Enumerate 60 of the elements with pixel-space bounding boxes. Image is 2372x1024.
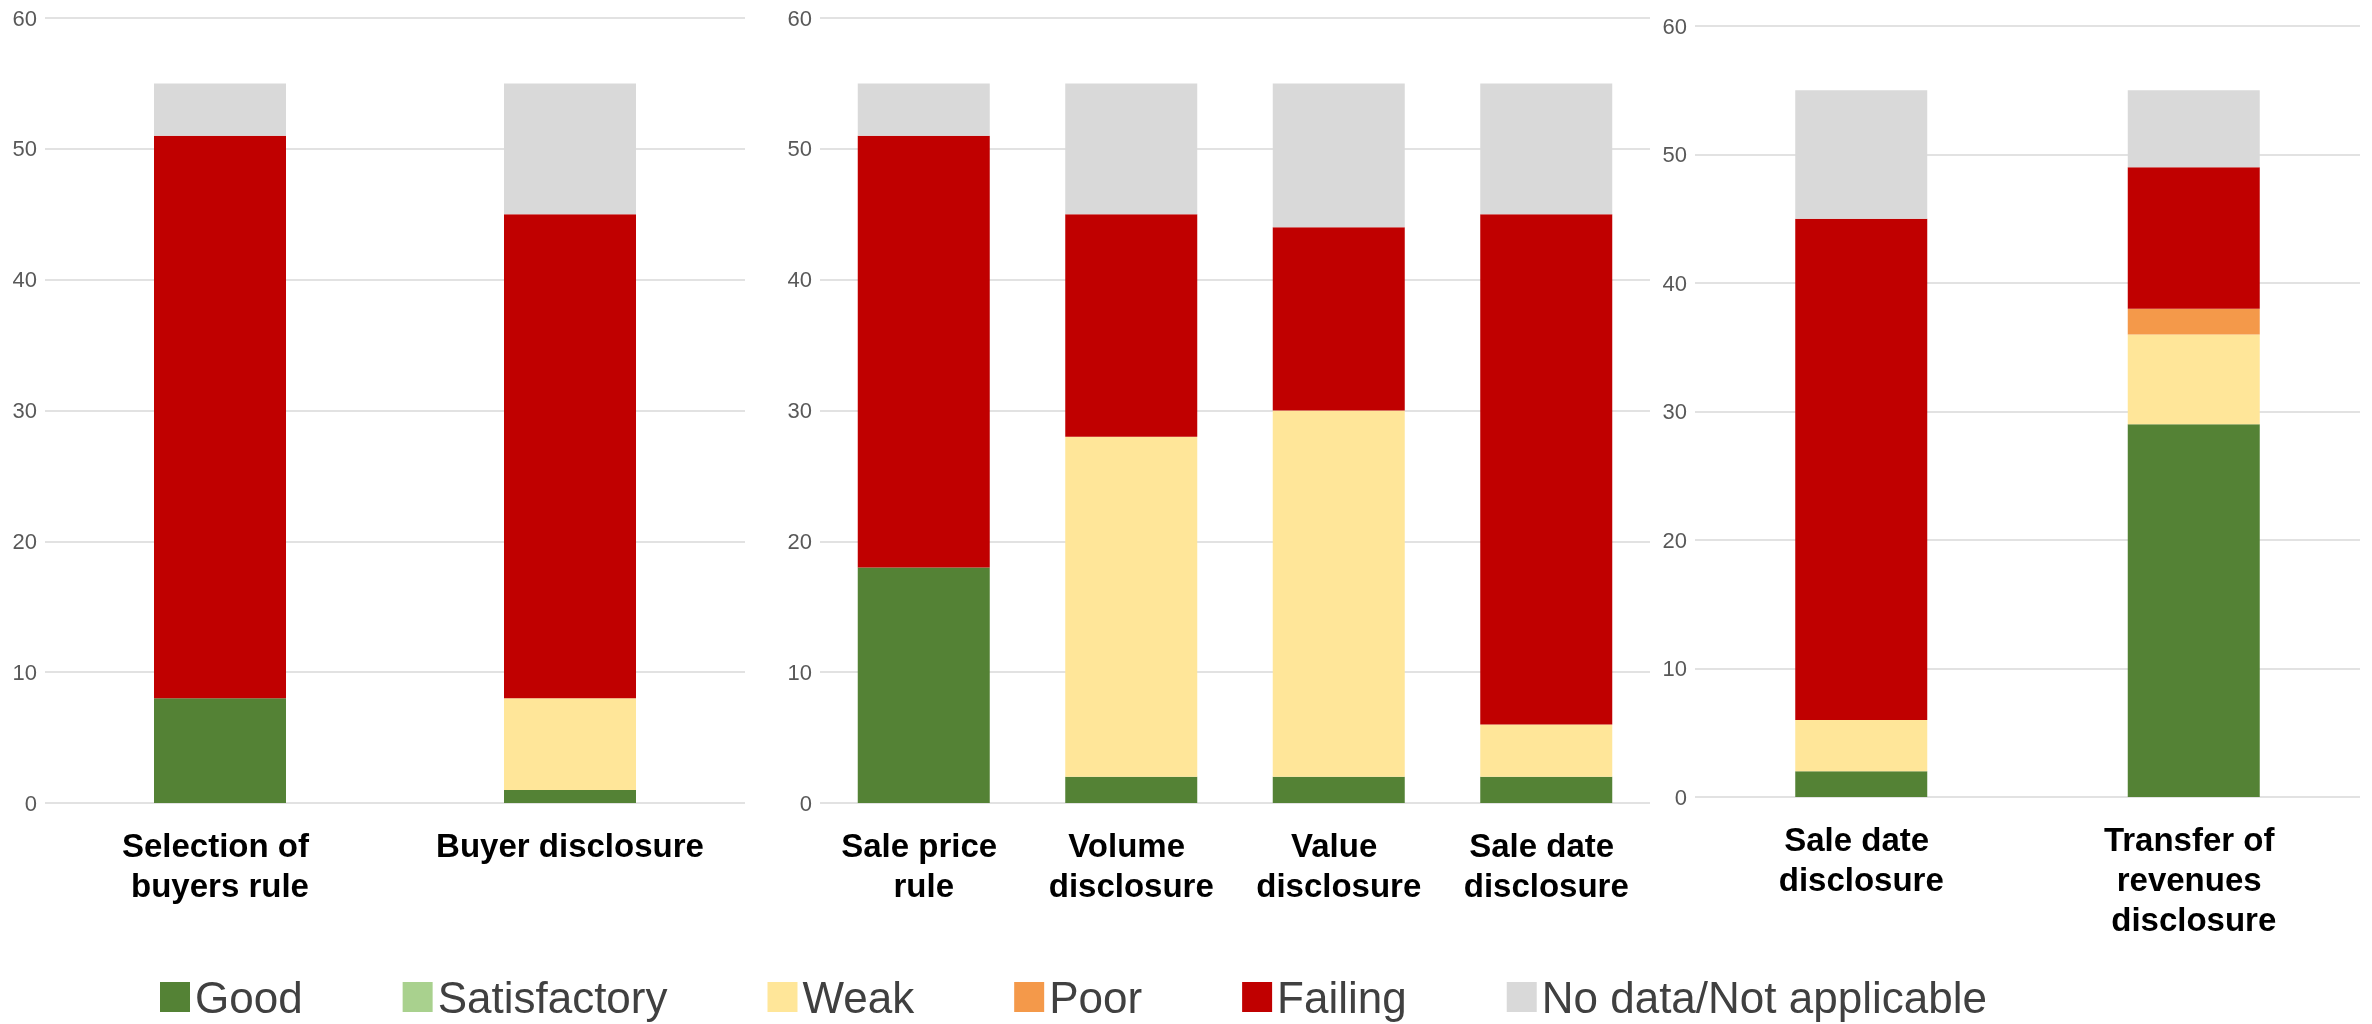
legend-label: Satisfactory bbox=[437, 972, 668, 1022]
x-tick-label: Value disclosure bbox=[1256, 826, 1422, 904]
y-tick-label: 0 bbox=[24, 790, 37, 816]
y-tick-label: 50 bbox=[12, 136, 37, 162]
y-tick-label: 40 bbox=[1662, 270, 1687, 296]
bar bbox=[1272, 776, 1405, 803]
bar bbox=[1065, 776, 1198, 803]
bar bbox=[504, 698, 636, 790]
bar bbox=[504, 789, 636, 803]
y-tick-label: 10 bbox=[787, 659, 812, 685]
bar bbox=[1480, 776, 1613, 803]
bar bbox=[1065, 436, 1198, 777]
bar bbox=[1795, 771, 1928, 797]
bar bbox=[2127, 167, 2260, 309]
x-tick-label: Sale date disclosure bbox=[1463, 826, 1629, 904]
x-tick-label: Sale price rule bbox=[841, 826, 1007, 904]
legend-label: Poor bbox=[1049, 972, 1143, 1022]
bar bbox=[2127, 334, 2260, 425]
x-tick-label: Buyer disclosure bbox=[436, 826, 704, 864]
y-tick-label: 40 bbox=[787, 267, 812, 293]
y-tick-label: 50 bbox=[787, 136, 812, 162]
legend-label: Good bbox=[195, 972, 303, 1022]
bar bbox=[1272, 227, 1405, 411]
legend-label: Failing bbox=[1277, 972, 1407, 1022]
x-tick-label: Sale date disclosure bbox=[1778, 820, 1944, 898]
y-tick-label: 30 bbox=[787, 398, 812, 423]
y-tick-label: 0 bbox=[1674, 784, 1687, 810]
bar bbox=[154, 135, 286, 699]
y-tick-label: 60 bbox=[787, 5, 812, 31]
x-tick-label: Selection of buyers rule bbox=[121, 826, 319, 904]
y-tick-label: 50 bbox=[1662, 142, 1687, 167]
x-tick-label: Volume disclosure bbox=[1048, 826, 1214, 904]
bar bbox=[504, 214, 636, 699]
bar bbox=[857, 83, 990, 136]
bar bbox=[1795, 719, 1928, 772]
x-tick-label: Transfer of revenues disclosure bbox=[2103, 820, 2284, 938]
y-tick-label: 20 bbox=[787, 528, 812, 554]
bar bbox=[154, 83, 286, 136]
bar bbox=[1272, 410, 1405, 777]
y-tick-label: 20 bbox=[1662, 527, 1687, 553]
bar bbox=[857, 567, 990, 803]
bar bbox=[2127, 308, 2260, 335]
bar bbox=[1480, 214, 1613, 725]
legend-label: Weak bbox=[802, 972, 916, 1022]
legend-label: No data/Not applicable bbox=[1541, 972, 1987, 1022]
bar bbox=[857, 135, 990, 568]
y-tick-label: 30 bbox=[12, 398, 37, 423]
y-tick-label: 40 bbox=[12, 267, 37, 293]
y-tick-label: 60 bbox=[1662, 13, 1687, 39]
y-tick-label: 30 bbox=[1662, 399, 1687, 424]
y-tick-label: 60 bbox=[12, 5, 37, 31]
y-tick-label: 10 bbox=[12, 659, 37, 685]
bar bbox=[1480, 724, 1613, 777]
y-tick-label: 20 bbox=[12, 528, 37, 554]
bar bbox=[154, 698, 286, 803]
y-tick-label: 0 bbox=[799, 790, 812, 816]
bar bbox=[1065, 214, 1198, 437]
bar bbox=[1795, 218, 1928, 720]
y-tick-label: 10 bbox=[1662, 656, 1687, 681]
bar bbox=[2127, 424, 2260, 797]
